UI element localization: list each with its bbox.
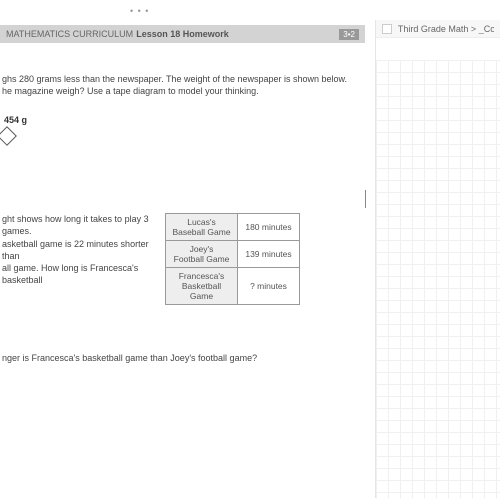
game-value-cell: ? minutes <box>238 268 300 305</box>
notes-grid[interactable] <box>376 60 500 498</box>
breadcrumb[interactable]: Third Grade Math > _Co <box>398 24 494 34</box>
problem-1-text: ghs 280 grams less than the newspaper. T… <box>2 73 363 97</box>
problem-2-block: ght shows how long it takes to play 3 ga… <box>2 213 363 305</box>
table-row: Francesca'sBasketball Game ? minutes <box>166 268 300 305</box>
text-line: ght shows how long it takes to play 3 ga… <box>2 213 157 237</box>
games-table: Lucas'sBaseball Game 180 minutes Joey'sF… <box>165 213 300 305</box>
lesson-title: Lesson 18 Homework <box>136 29 229 39</box>
sidebar-header[interactable]: Third Grade Math > _Co <box>376 20 500 38</box>
document-page: MATHEMATICS CURRICULUM Lesson 18 Homewor… <box>0 25 365 363</box>
scale-pointer-icon <box>0 126 17 146</box>
text-line: all game. How long is Francesca's basket… <box>2 262 157 286</box>
checkbox-icon[interactable] <box>382 24 392 34</box>
game-value-cell: 180 minutes <box>238 214 300 241</box>
table-row: Joey'sFootball Game 139 minutes <box>166 241 300 268</box>
lesson-header: MATHEMATICS CURRICULUM Lesson 18 Homewor… <box>0 25 365 43</box>
sidebar-panel: Third Grade Math > _Co <box>375 20 500 498</box>
game-name-cell: Lucas'sBaseball Game <box>166 214 238 241</box>
game-name-cell: Joey'sFootball Game <box>166 241 238 268</box>
game-value-cell: 139 minutes <box>238 241 300 268</box>
curriculum-label: MATHEMATICS CURRICULUM <box>6 29 133 39</box>
table-row: Lucas'sBaseball Game 180 minutes <box>166 214 300 241</box>
game-name-cell: Francesca'sBasketball Game <box>166 268 238 305</box>
ellipsis-dots: • • • <box>130 6 149 16</box>
module-badge: 3•2 <box>339 29 359 40</box>
page-content: ghs 280 grams less than the newspaper. T… <box>0 73 365 363</box>
cursor-mark <box>365 190 366 208</box>
problem-2-text: ght shows how long it takes to play 3 ga… <box>2 213 157 286</box>
text-line: asketball game is 22 minutes shorter tha… <box>2 238 157 262</box>
weight-value: 454 g <box>4 115 363 125</box>
text-line: he magazine weigh? Use a tape diagram to… <box>2 85 363 97</box>
text-line: ghs 280 grams less than the newspaper. T… <box>2 73 363 85</box>
question-b-text: nger is Francesca's basketball game than… <box>2 353 363 363</box>
